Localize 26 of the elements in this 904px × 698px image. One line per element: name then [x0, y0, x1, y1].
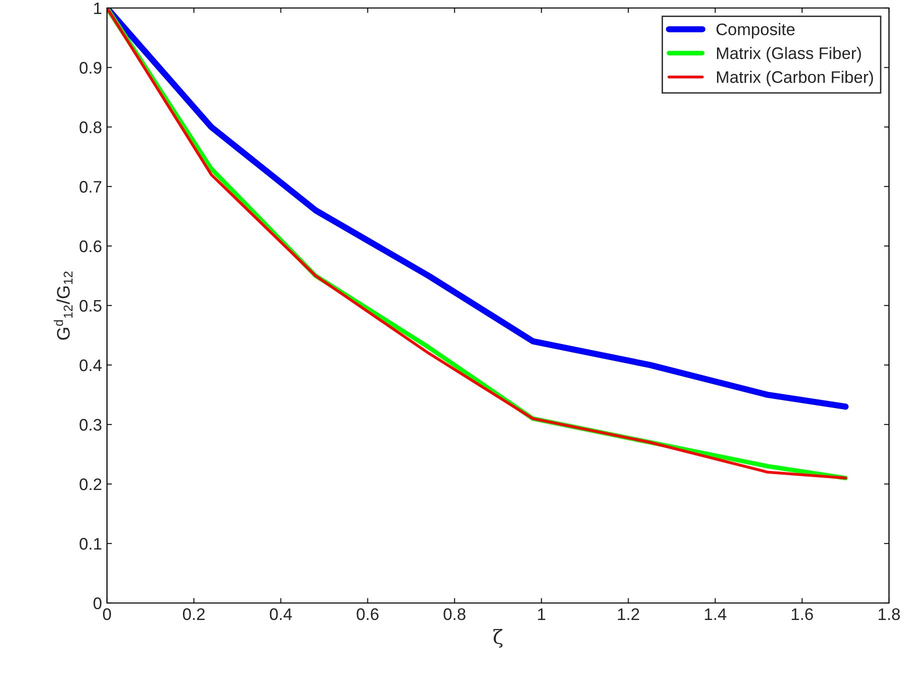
- x-tick-label: 1.8: [878, 608, 900, 620]
- y-tick-label: 0.6: [80, 240, 102, 252]
- x-tick-label: 1.4: [704, 608, 726, 620]
- y-tick-label: 0.9: [80, 62, 102, 74]
- y-tick-label: 0.8: [80, 121, 102, 134]
- y-tick-label: 1: [94, 2, 102, 14]
- x-tick-label: 1.2: [618, 608, 640, 620]
- y-tick-label: 0.4: [80, 359, 102, 372]
- y-axis-title: G$^{d}$$_{12}$/G$_{12}$: [54, 272, 72, 340]
- y-tick-label: 0.2: [80, 478, 102, 490]
- x-tick-label: 1.6: [792, 608, 813, 620]
- y-tick-label: 0: [94, 597, 102, 610]
- x-tick-label: 0.6: [356, 608, 379, 620]
- x-tick-label: 0.8: [444, 608, 466, 620]
- legend-label: Composite: [716, 23, 795, 39]
- x-tick-label: 0: [103, 608, 111, 620]
- y-tick-label: 0.5: [80, 300, 102, 312]
- y-tick-label: 0.1: [80, 538, 102, 550]
- x-tick-label: 0.4: [270, 608, 292, 620]
- x-axis-title: ζ: [494, 628, 502, 648]
- y-tick-label: 0.7: [80, 180, 102, 193]
- legend-label: Matrix (Glass Fiber): [717, 46, 861, 62]
- y-tick-label: 0.3: [80, 418, 102, 431]
- legend-label: Matrix (Carbon Fiber): [717, 70, 873, 86]
- x-tick-label: 0.2: [182, 608, 205, 620]
- x-tick-label: 1: [538, 608, 546, 620]
